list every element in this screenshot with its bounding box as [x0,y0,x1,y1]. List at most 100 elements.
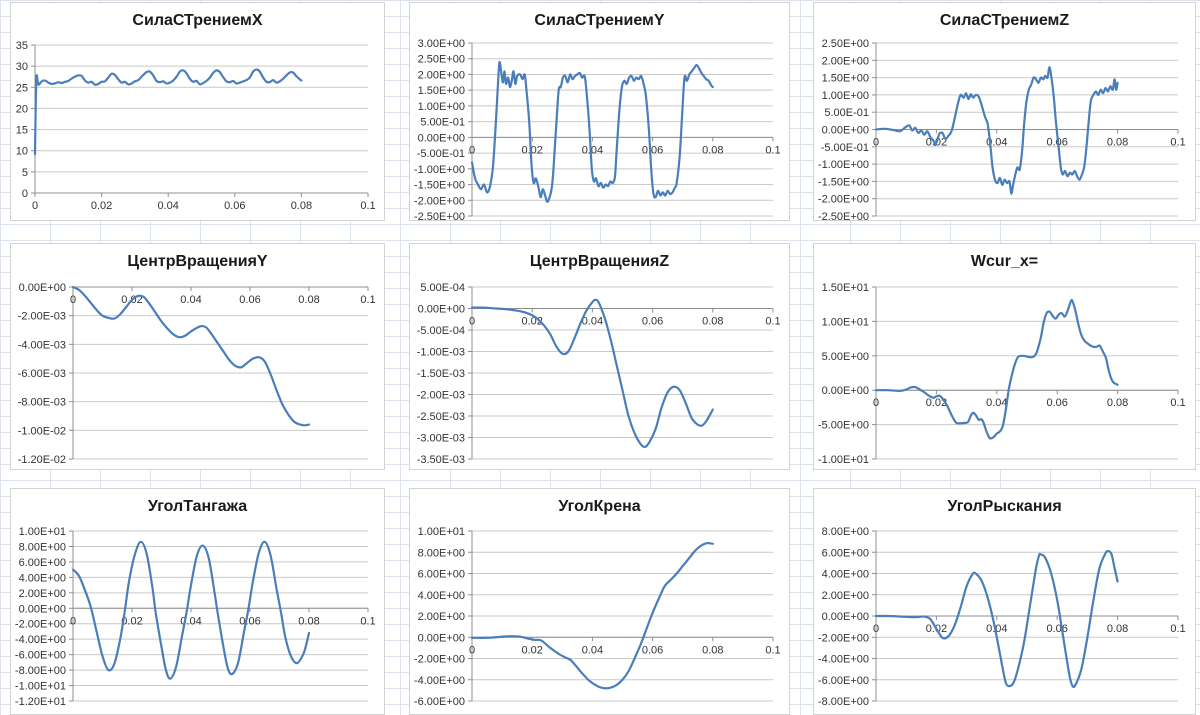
chart-title: УголТангажа [147,498,248,515]
x-tick-label: 0.1 [765,644,780,656]
y-tick-label: 5.00E-01 [420,117,465,129]
chart-title: СилаСТрениемX [132,12,263,29]
series-line [470,542,714,690]
x-tick-label: 0 [469,644,475,656]
y-tick-label: -6.00E+00 [414,696,465,708]
chart-ugol-tangazha[interactable]: УголТангажа 1.00E+01 8.00E+00 6.00E+00 4.00E… [10,488,385,715]
x-tick-label: 0.1 [1170,137,1185,149]
y-tick-label: 6.00E+00 [19,557,66,569]
series-line [874,298,1119,440]
y-tick-label: -2.00E+00 [15,619,66,631]
y-tick-label: -1.00E+00 [414,164,465,176]
chart-sila-treniem-z[interactable]: СилаСТрениемZ 2.50E+00 2.00E+00 1.50E+00 1.0… [813,2,1196,221]
y-tick-label: -6.00E+00 [818,675,869,687]
y-tick-label: 0.00E+00 [418,632,465,644]
y-tick-label: 2.00E+00 [822,55,869,67]
x-tick-label: 0.06 [1046,397,1067,409]
x-tick-label: 0.06 [239,615,260,627]
y-tick-label: 0.00E+00 [19,603,66,615]
y-tick-label: 2.00E+00 [418,611,465,623]
chart-canvas: 35 30 25 20 15 10 5 00 0.02 0.04 0.06 0.08 0.1 [16,40,376,212]
y-tick-label: 2.50E+00 [418,54,465,66]
series-line [33,68,303,156]
y-tick-label: -5.00E-01 [821,142,869,154]
y-tick-label: 8.00E+00 [19,541,66,553]
y-tick-label: 1.00E+00 [418,101,465,113]
x-tick-label: 0.08 [1107,137,1128,149]
y-tick-label: -5.00E-01 [417,148,465,160]
x-tick-label: 0.04 [986,623,1007,635]
chart-canvas: 1.00E+01 8.00E+00 6.00E+00 4.00E+00 2.00E+00… [15,526,376,708]
y-tick-label: -2.00E+00 [818,632,869,644]
y-tick-label: -1.50E-03 [417,368,465,380]
y-tick-label: -6.00E+00 [15,650,66,662]
y-tick-label: 4.00E+00 [822,569,869,581]
y-tick-label: -8.00E-03 [18,397,66,409]
y-tick-label: -6.00E-03 [18,368,66,380]
y-tick-label: 0.00E+00 [822,125,869,137]
y-tick-label: -8.00E+00 [15,665,66,677]
y-tick-label: -1.00E+01 [818,454,869,466]
y-tick-label: 10 [16,146,28,158]
x-tick-label: 0 [873,137,879,149]
y-tick-label: 0.00E+00 [19,282,66,294]
chart-title: СилаСТрениемZ [939,12,1070,29]
y-tick-label: 2.00E+00 [418,69,465,81]
y-tick-label: 8.00E+00 [822,526,869,538]
y-tick-label: -2.00E-03 [18,311,66,323]
x-tick-label: 0 [469,316,475,328]
y-tick-label: -2.00E+00 [818,194,869,206]
x-tick-label: 0.06 [224,200,245,212]
chart-title: ЦентрВращенияZ [529,253,670,270]
y-tick-label: -4.00E+00 [414,675,465,687]
series-line [71,285,311,427]
chart-sila-treniem-y[interactable]: СилаСТрениемY 3.00E+00 2.50E+00 2.00E+00 1.5… [409,2,790,221]
y-tick-label: 2.00E+00 [822,590,869,602]
y-tick-label: 4.00E+00 [418,590,465,602]
y-tick-label: 5.00E-04 [420,282,465,294]
y-tick-label: 1.50E+00 [418,85,465,97]
x-tick-label: 0.04 [157,200,178,212]
chart-ugol-krena[interactable]: УголКрена 1.00E+01 8.00E+00 6.00E+00 4.00E+0… [409,488,790,715]
x-tick-label: 0.02 [91,200,112,212]
y-tick-label: -1.00E-02 [18,425,66,437]
x-tick-label: 0.04 [582,316,603,328]
x-tick-label: 0.02 [521,644,542,656]
y-tick-label: -4.00E-03 [18,339,66,351]
y-tick-label: 2.50E+00 [822,38,869,50]
x-tick-label: 0.1 [765,316,780,328]
chart-centr-vrashcheniya-y[interactable]: ЦентрВращенияY 0.00E+00 -2.00E-03 -4.00E-03… [10,243,385,470]
y-tick-label: 3.00E+00 [418,38,465,50]
y-tick-label: 0.00E+00 [822,611,869,623]
x-tick-label: 0.04 [582,644,603,656]
x-tick-label: 0.06 [642,644,663,656]
x-tick-label: 0.08 [702,144,723,156]
x-tick-label: 0.02 [926,397,947,409]
x-tick-label: 0.04 [582,144,603,156]
chart-sila-treniem-x[interactable]: СилаСТрениемX 35 30 25 20 15 10 5 0 0 0.02 0.04 0.06… [10,2,385,221]
y-tick-label: -4.00E+00 [15,634,66,646]
series-line [470,298,714,449]
y-tick-label: -3.00E-03 [417,433,465,445]
x-tick-label: 0.1 [1170,623,1185,635]
chart-centr-vrashcheniya-z[interactable]: ЦентрВращенияZ 5.00E-04 0.00E+00 -5.00E-04 -… [409,243,790,470]
x-tick-label: 0.06 [239,294,260,306]
y-tick-label: 0.00E+00 [418,304,465,316]
chart-wcur-x[interactable]: Wcur_x= 1.50E+01 1.00E+01 5.00E+00 0.00E+00 -… [813,243,1196,470]
y-tick-label: 5.00E-01 [824,107,869,119]
y-tick-label: 1.50E+01 [822,282,869,294]
y-tick-label: 2.00E+00 [19,588,66,600]
x-tick-label: 0.04 [180,294,201,306]
chart-canvas: 5.00E-04 0.00E+00 -5.00E-04 -1.00E-03 -1.50E… [417,282,781,466]
y-tick-label: -2.00E+00 [414,654,465,666]
y-tick-label: 30 [16,61,28,73]
x-tick-label: 0 [873,623,879,635]
x-tick-label: 0 [70,615,76,627]
x-tick-label: 0 [70,294,76,306]
x-tick-label: 0.1 [1170,397,1185,409]
y-tick-label: 0.00E+00 [822,385,869,397]
x-tick-label: 0.06 [642,144,663,156]
chart-ugol-ryskaniya[interactable]: УголРыскания 8.00E+00 6.00E+00 4.00E+00 2.00… [813,488,1196,715]
y-tick-label: -1.00E+01 [15,681,66,693]
